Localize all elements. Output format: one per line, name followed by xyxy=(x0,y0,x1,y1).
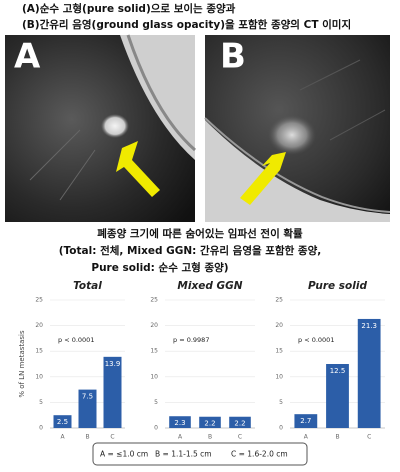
ct-image-b: B xyxy=(204,35,391,222)
y-tick-label: 15 xyxy=(150,348,158,355)
y-tick-label: 5 xyxy=(279,399,283,406)
bar xyxy=(326,364,349,428)
y-tick-label: 20 xyxy=(275,322,283,329)
chart-title: Pure solid xyxy=(308,280,367,292)
annotation: p < 0.0001 xyxy=(298,336,334,344)
x-tick-label: A xyxy=(178,434,183,441)
bar xyxy=(229,416,251,428)
y-tick-label: 0 xyxy=(279,425,283,432)
chart-title: Mixed GGN xyxy=(177,280,242,292)
annotation: p = 0.9987 xyxy=(173,336,209,344)
bar xyxy=(103,356,122,428)
annotation: p < 0.0001 xyxy=(58,336,94,344)
bar xyxy=(357,318,381,428)
x-tick-label: A xyxy=(304,434,309,441)
bar xyxy=(199,416,221,428)
bar xyxy=(53,415,72,428)
y-tick-label: 15 xyxy=(275,348,283,355)
image-label: B xyxy=(220,37,246,77)
value-label: 21.3 xyxy=(361,322,377,330)
y-tick-label: 10 xyxy=(275,373,283,380)
y-tick-label: 25 xyxy=(150,297,158,304)
bar xyxy=(294,414,318,428)
y-tick-label: 10 xyxy=(150,373,158,380)
x-tick-label: B xyxy=(85,434,89,441)
value-label: 2.7 xyxy=(300,417,311,425)
header-line: (B)간유리 음영(ground glass opacity)을 포함한 종양의… xyxy=(22,18,351,31)
y-tick-label: 25 xyxy=(35,297,43,304)
y-tick-label: 25 xyxy=(275,297,283,304)
y-tick-label: 10 xyxy=(35,373,43,380)
value-label: 2.2 xyxy=(204,420,215,428)
legend-entry: A = ≤1.0 cm xyxy=(100,450,148,459)
value-label: 2.5 xyxy=(57,418,68,426)
chart-title: Total xyxy=(73,280,102,292)
caption-line: Pure solid: 순수 고형 종양) xyxy=(91,261,228,274)
caption-line: (Total: 전체, Mixed GGN: 간유리 음영을 포함한 종양, xyxy=(59,244,322,257)
caption-line: 폐종양 크기에 따른 숨어있는 임파선 전이 확률 xyxy=(97,227,303,240)
value-label: 2.2 xyxy=(234,420,245,428)
y-tick-label: 15 xyxy=(35,348,43,355)
value-label: 7.5 xyxy=(82,393,93,401)
x-tick-label: C xyxy=(367,434,371,441)
y-tick-label: 5 xyxy=(39,399,43,406)
x-tick-label: A xyxy=(60,434,65,441)
x-tick-label: B xyxy=(335,434,339,441)
legend-entry: B = 1.1-1.5 cm xyxy=(155,450,212,459)
value-label: 13.9 xyxy=(105,360,121,368)
value-label: 2.3 xyxy=(174,419,185,427)
y-tick-label: 20 xyxy=(150,322,158,329)
legend-entry: C = 1.6-2.0 cm xyxy=(231,450,288,459)
x-tick-label: B xyxy=(208,434,212,441)
value-label: 12.5 xyxy=(330,367,346,375)
y-tick-label: 20 xyxy=(35,322,43,329)
image-label: A xyxy=(14,37,41,77)
y-tick-label: 0 xyxy=(154,425,158,432)
y-tick-label: 5 xyxy=(154,399,158,406)
bar xyxy=(169,416,191,428)
y-axis-label: % of LN metastasis xyxy=(18,330,26,398)
x-tick-label: C xyxy=(110,434,114,441)
ct-image-a: A xyxy=(5,34,196,222)
legend-box xyxy=(92,442,308,466)
y-tick-label: 0 xyxy=(39,425,43,432)
bar xyxy=(78,389,97,428)
header-line: (A)순수 고형(pure solid)으로 보이는 종양과 xyxy=(22,2,236,15)
x-tick-label: C xyxy=(238,434,242,441)
